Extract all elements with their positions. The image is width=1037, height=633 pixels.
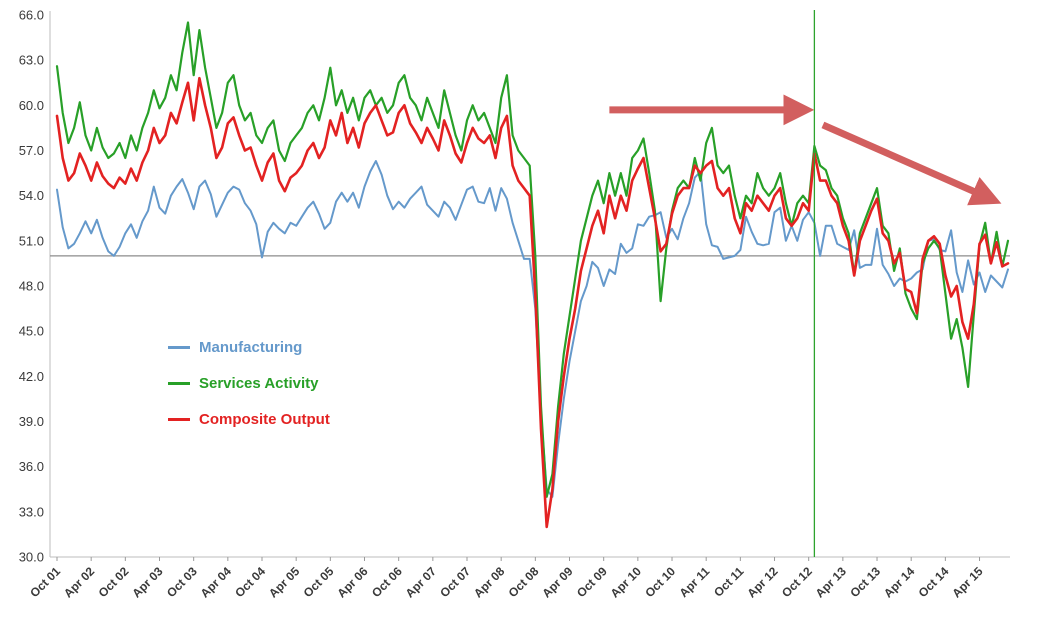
legend-label-services-activity: Services Activity <box>199 375 319 392</box>
y-axis-tick-label: 60.0 <box>19 98 44 113</box>
x-axis-tick-label: Oct 08 <box>506 564 542 600</box>
series-line-composite-output <box>55 76 1010 529</box>
x-axis-tick-label: Oct 06 <box>369 564 405 600</box>
x-axis-tick-label: Oct 01 <box>27 564 63 600</box>
x-axis-tick-label: Oct 12 <box>779 564 815 600</box>
legend-label-manufacturing: Manufacturing <box>199 339 303 356</box>
x-axis-tick-label: Apr 14 <box>881 564 918 601</box>
x-axis-tick-label: Oct 11 <box>711 564 747 600</box>
chart-legend: Manufacturing Services Activity Composit… <box>168 340 330 427</box>
x-axis-tick-label: Oct 04 <box>232 564 268 600</box>
x-axis-tick-label: Apr 02 <box>61 564 98 601</box>
x-axis-tick-label: Apr 15 <box>949 564 986 601</box>
legend-line-swatch-composite-output <box>168 418 190 421</box>
x-axis-tick-label: Apr 07 <box>403 564 440 601</box>
y-axis-tick-label: 66.0 <box>19 8 44 23</box>
y-axis-tick-label: 33.0 <box>19 504 44 519</box>
x-axis-tick-label: Oct 03 <box>164 564 200 600</box>
x-axis-tick-label: Oct 05 <box>301 564 337 600</box>
x-axis-tick-label: Apr 04 <box>198 564 235 601</box>
x-axis-tick-label: Oct 07 <box>437 564 473 600</box>
x-axis-tick-label: Oct 10 <box>642 564 678 600</box>
x-axis-tick-label: Oct 02 <box>96 564 132 600</box>
y-axis-tick-label: 51.0 <box>19 233 44 248</box>
y-axis-tick-label: 63.0 <box>19 53 44 68</box>
x-axis-tick-label: Oct 14 <box>916 564 952 600</box>
x-axis-tick-label: Oct 13 <box>847 564 883 600</box>
y-axis-tick-label: 57.0 <box>19 143 44 158</box>
y-axis-tick-label: 42.0 <box>19 369 44 384</box>
x-axis-tick-label: Apr 09 <box>539 564 576 601</box>
x-axis-tick-label: Apr 13 <box>813 564 850 601</box>
y-axis-tick-label: 48.0 <box>19 279 44 294</box>
x-axis-tick-label: Apr 10 <box>608 564 645 601</box>
legend-item-composite-output: Composite Output <box>168 412 330 427</box>
x-axis-tick-label: Apr 03 <box>129 564 166 601</box>
x-axis-tick-label: Apr 11 <box>676 564 712 600</box>
x-axis-tick-label: Apr 12 <box>744 564 781 601</box>
legend-line-swatch-services-activity <box>168 382 190 385</box>
x-axis-tick-label: Oct 09 <box>574 564 610 600</box>
y-axis-tick-label: 30.0 <box>19 550 44 565</box>
x-axis-tick-label: Apr 08 <box>471 564 508 601</box>
legend-label-composite-output: Composite Output <box>199 411 330 428</box>
y-axis-tick-label: 45.0 <box>19 324 44 339</box>
legend-line-swatch-manufacturing <box>168 346 190 349</box>
x-axis-tick-label: Apr 06 <box>334 564 371 601</box>
y-axis-tick-label: 54.0 <box>19 188 44 203</box>
x-axis-tick-label: Apr 05 <box>266 564 303 601</box>
y-axis-tick-label: 36.0 <box>19 459 44 474</box>
legend-item-services-activity: Services Activity <box>168 376 330 391</box>
annotation-arrow-down <box>821 121 1002 206</box>
y-axis-tick-label: 39.0 <box>19 414 44 429</box>
legend-item-manufacturing: Manufacturing <box>168 340 330 355</box>
